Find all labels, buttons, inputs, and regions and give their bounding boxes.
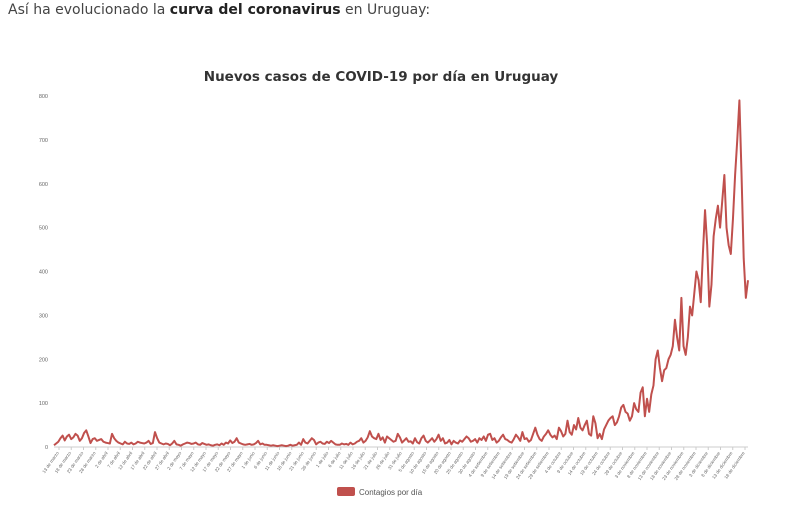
y-tick-label: 100 bbox=[39, 401, 48, 407]
legend-label: Contagios por día bbox=[359, 488, 423, 497]
legend: Contagios por día bbox=[337, 487, 423, 497]
intro-text: Así ha evolucionado la curva del coronav… bbox=[8, 2, 430, 18]
y-tick-label: 500 bbox=[39, 226, 48, 232]
y-axis-ticks: 0 100 200 300 400 500 600 700 800 bbox=[39, 94, 48, 451]
intro-suffix: en Uruguay: bbox=[340, 2, 431, 18]
y-tick-label: 200 bbox=[39, 357, 48, 363]
legend-swatch bbox=[337, 487, 355, 496]
chart-title: Nuevos casos de COVID-19 por día en Urug… bbox=[204, 69, 559, 85]
y-tick-label: 800 bbox=[39, 94, 48, 100]
y-tick-label: 600 bbox=[39, 182, 48, 188]
intro-bold: curva del coronavirus bbox=[169, 2, 341, 18]
y-tick-label: 400 bbox=[39, 270, 48, 276]
series-line-contagios bbox=[53, 99, 749, 448]
y-tick-label: 700 bbox=[39, 138, 48, 144]
y-tick-label: 0 bbox=[45, 445, 48, 451]
intro-prefix: Así ha evolucionado la bbox=[8, 2, 170, 18]
y-tick-label: 300 bbox=[39, 313, 48, 319]
